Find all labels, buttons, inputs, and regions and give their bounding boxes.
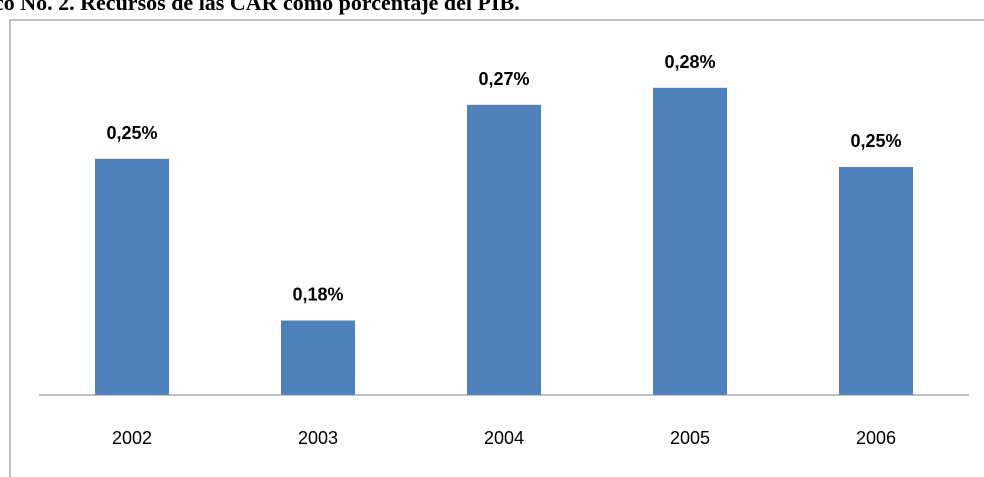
bar <box>281 320 355 395</box>
bar <box>839 166 913 395</box>
bar <box>653 87 727 395</box>
bar <box>467 104 541 395</box>
data-label: 0,25% <box>106 123 157 143</box>
data-label: 0,27% <box>478 69 529 89</box>
x-tick-label: 2005 <box>670 428 710 448</box>
data-label: 0,28% <box>664 52 715 72</box>
data-label: 0,25% <box>850 131 901 151</box>
data-label: 0,18% <box>292 285 343 305</box>
bar <box>95 158 169 395</box>
chart-title: co No. 2. Recursos de las CAR como porce… <box>0 0 520 15</box>
x-tick-label: 2003 <box>298 428 338 448</box>
x-tick-label: 2002 <box>112 428 152 448</box>
x-tick-label: 2004 <box>484 428 524 448</box>
x-tick-label: 2006 <box>856 428 896 448</box>
